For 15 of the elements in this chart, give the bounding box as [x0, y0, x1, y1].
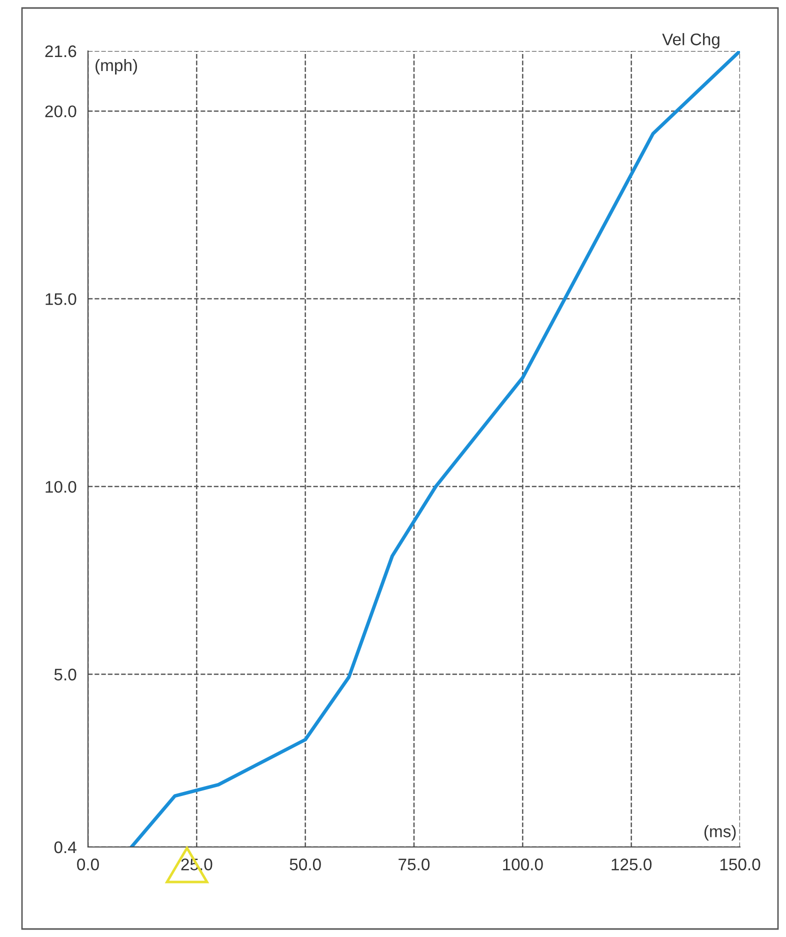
y-tick-label: 5.0	[54, 668, 76, 680]
y-tick-label: 0.4	[54, 841, 76, 854]
x-tick-label: 150.0	[720, 858, 760, 870]
x-tick-label: 125.0	[612, 858, 652, 870]
x-tick-label: 100.0	[503, 858, 543, 870]
y-tick-label: 20.0	[45, 105, 76, 118]
x-tick-label: 50.0	[290, 858, 321, 870]
x-tick-label: 75.0	[398, 858, 430, 870]
y-axis-title: (mph)	[96, 58, 138, 74]
y-tick-label: 21.6	[45, 45, 76, 58]
y-tick-label: 15.0	[46, 293, 76, 306]
x-axis-title: (ms)	[704, 825, 736, 841]
y-tick-label: 10.0	[46, 480, 76, 493]
x-tick-label: 0.0	[77, 858, 99, 870]
chart-title: Vel Chg	[662, 33, 720, 49]
